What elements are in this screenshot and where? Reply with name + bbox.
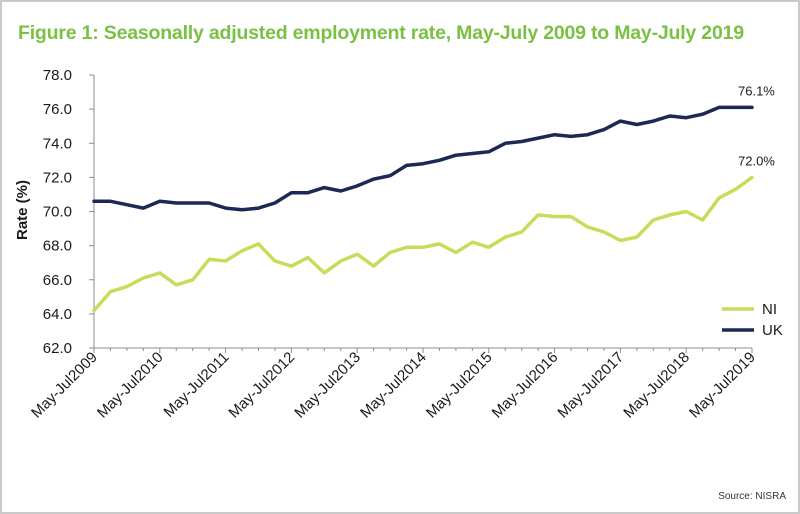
y-axis-label-group: Rate (%) <box>14 180 31 240</box>
y-tick-label: 68.0 <box>43 238 72 255</box>
x-tick-label: May-Jul2013 <box>291 349 364 422</box>
legend-label-ni: NI <box>762 301 777 318</box>
x-tick-label: May-Jul2011 <box>160 349 232 421</box>
series-line-ni <box>92 175 754 313</box>
end-label-ni: 72.0% <box>738 153 775 168</box>
series-line-uk <box>92 105 754 212</box>
y-tick-label: 76.0 <box>43 101 72 118</box>
x-tick-label: May-Jul2017 <box>554 349 627 422</box>
y-tick-label: 74.0 <box>43 135 72 152</box>
y-tick-labels: 62.0 64.0 66.0 68.0 70.0 72.0 74.0 76.0 78.0 <box>43 67 72 357</box>
x-tick-label: May-Jul2019 <box>686 349 759 422</box>
y-tick-label: 62.0 <box>43 340 72 357</box>
x-tick-label: May-Jul2014 <box>357 349 430 422</box>
source-note: Source: NISRA <box>718 491 786 502</box>
series-lines <box>92 105 754 313</box>
y-tick-label: 78.0 <box>43 67 72 84</box>
legend: NI UK <box>722 301 783 339</box>
y-tick-label: 72.0 <box>43 169 72 186</box>
y-tick-label: 70.0 <box>43 204 72 221</box>
chart-title: Figure 1: Seasonally adjusted employment… <box>18 22 744 44</box>
y-tick-label: 64.0 <box>43 306 72 323</box>
end-label-uk: 76.1% <box>738 83 775 98</box>
x-tick-label: May-Jul2012 <box>225 349 298 422</box>
end-labels: 72.0% 76.1% <box>738 83 775 168</box>
y-axis-label: Rate (%) <box>14 180 31 240</box>
axes <box>89 74 753 353</box>
x-tick-label: May-Jul2010 <box>94 349 167 422</box>
y-tick-label: 66.0 <box>43 272 72 289</box>
x-tick-label: May-Jul2015 <box>423 349 496 422</box>
legend-label-uk: UK <box>762 322 783 339</box>
x-tick-label: May-Jul2016 <box>489 349 562 422</box>
x-tick-label: May-Jul2018 <box>620 349 693 422</box>
x-tick-label: May-Jul2009 <box>28 349 101 422</box>
x-tick-labels: May-Jul2009May-Jul2010May-Jul2011May-Jul… <box>28 349 759 422</box>
